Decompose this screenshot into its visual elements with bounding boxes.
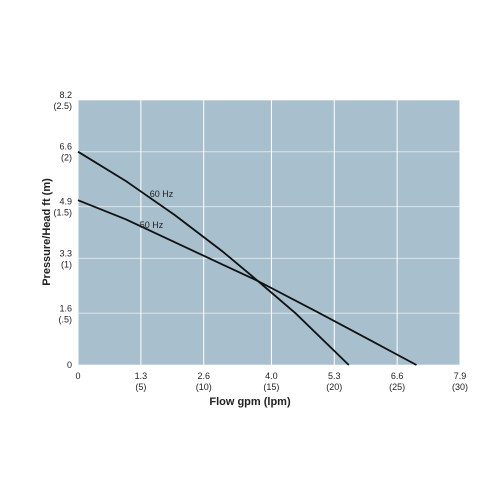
y-tick-metric-label: (.5) [59, 314, 73, 324]
y-tick-metric-label: (2) [61, 153, 72, 163]
x-tick-metric-label: (20) [326, 382, 342, 392]
y-tick-label: 1.6 [59, 303, 72, 313]
x-axis-title: Flow gpm (lpm) [209, 396, 291, 408]
x-tick-metric-label: (10) [196, 382, 212, 392]
y-tick-label: 6.6 [59, 142, 72, 152]
x-tick-metric-label: (5) [135, 382, 146, 392]
series-line [77, 199, 417, 366]
x-tick-label: 5.3 [328, 371, 341, 381]
y-axis-title: Pressure/Head ft (m) [41, 178, 53, 286]
series-label: 50 Hz [140, 220, 164, 230]
y-tick-metric-label: (1) [61, 259, 72, 269]
x-tick-label: 7.9 [454, 371, 467, 381]
y-tick-metric-label: (1.5) [53, 208, 72, 218]
y-tick-label: 8.2 [59, 90, 72, 100]
x-tick-metric-label: (30) [452, 382, 468, 392]
y-tick-label: 4.9 [59, 197, 72, 207]
x-tick-label: 4.0 [265, 371, 278, 381]
x-tick-metric-label: (15) [263, 382, 279, 392]
series-label: 60 Hz [150, 189, 174, 199]
series-line [77, 150, 350, 366]
x-tick-label: 2.6 [197, 371, 210, 381]
x-tick-label: 1.3 [135, 371, 148, 381]
x-tick-metric-label: (25) [389, 382, 405, 392]
x-tick-label: 0 [75, 371, 80, 381]
x-tick-label: 6.6 [391, 371, 404, 381]
y-tick-label: 0 [67, 360, 72, 370]
plot-background [78, 100, 460, 365]
y-tick-metric-label: (2.5) [53, 101, 72, 111]
y-tick-label: 3.3 [59, 248, 72, 258]
